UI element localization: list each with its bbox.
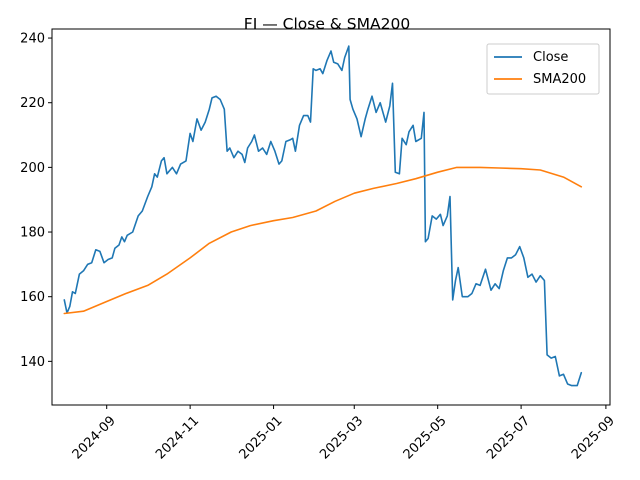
legend: Close SMA200	[486, 43, 600, 95]
x-tick-label: 2025-05	[401, 413, 450, 462]
y-tick-label: 160	[20, 290, 45, 305]
y-tick-label: 180	[20, 226, 45, 241]
x-tick-label: 2025-03	[317, 413, 366, 462]
series-line-close	[63, 45, 583, 387]
y-tick-label: 240	[20, 32, 45, 47]
legend-label-close: Close	[533, 50, 568, 65]
legend-label-sma200: SMA200	[533, 72, 586, 87]
y-tick-label: 200	[20, 161, 45, 176]
x-tick-label: 2024-09	[70, 413, 119, 462]
plot-frame	[51, 28, 611, 406]
x-tick-label: 2024-11	[153, 413, 202, 462]
y-tick-label: 220	[20, 96, 45, 111]
x-tick-label: 2025-09	[569, 413, 618, 462]
chart-title: FI — Close & SMA200	[244, 15, 410, 33]
y-axis: 140 160 180 200 220 240	[20, 32, 52, 370]
y-tick-label: 140	[20, 355, 45, 370]
x-tick-label: 2025-01	[237, 413, 286, 462]
series-line-sma200	[63, 166, 583, 315]
x-axis: 2024-09 2024-11 2025-01 2025-03 2025-05 2025-…	[70, 405, 618, 462]
series-layer	[63, 45, 583, 387]
x-tick-label: 2025-07	[484, 413, 533, 462]
